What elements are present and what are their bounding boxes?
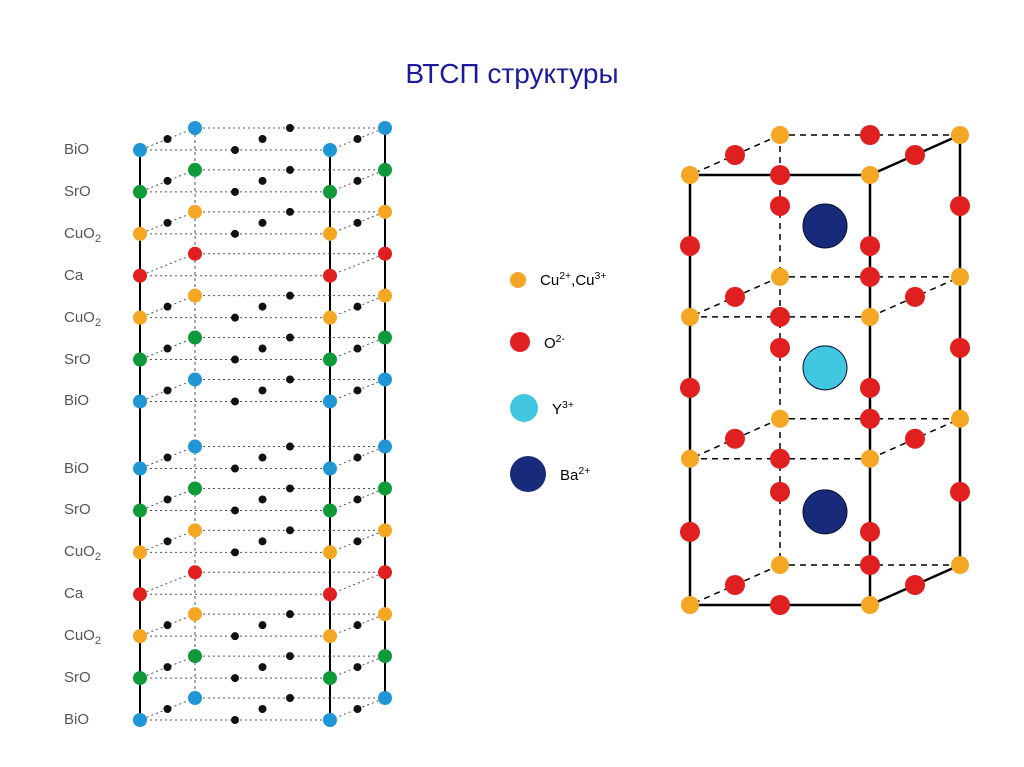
legend-label: Ba2+	[560, 465, 590, 484]
legend-item: Cu2+,Cu3+	[510, 270, 607, 289]
layer-label: BiO	[64, 460, 89, 477]
right-structure-diagram	[640, 85, 1010, 655]
legend-dot	[510, 272, 526, 288]
layer-label: CuO2	[64, 225, 101, 245]
left-structure-diagram	[100, 88, 425, 760]
layer-label: Ca	[64, 267, 83, 284]
legend-item: Ba2+	[510, 456, 590, 492]
legend-label: O2-	[544, 333, 565, 352]
legend-item: Y3+	[510, 394, 574, 422]
layer-label: CuO2	[64, 543, 101, 563]
legend-dot	[510, 394, 538, 422]
legend-label: Cu2+,Cu3+	[540, 270, 607, 289]
layer-label: CuO2	[64, 309, 101, 329]
layer-label: BiO	[64, 711, 89, 728]
legend-item: O2-	[510, 332, 565, 352]
legend-dot	[510, 332, 530, 352]
legend-label: Y3+	[552, 399, 574, 418]
layer-label: SrO	[64, 183, 91, 200]
layer-label: BiO	[64, 392, 89, 409]
layer-label: SrO	[64, 501, 91, 518]
layer-label: BiO	[64, 141, 89, 158]
layer-label: SrO	[64, 351, 91, 368]
layer-label: SrO	[64, 669, 91, 686]
legend-dot	[510, 456, 546, 492]
layer-label: Ca	[64, 585, 83, 602]
layer-label: CuO2	[64, 627, 101, 647]
